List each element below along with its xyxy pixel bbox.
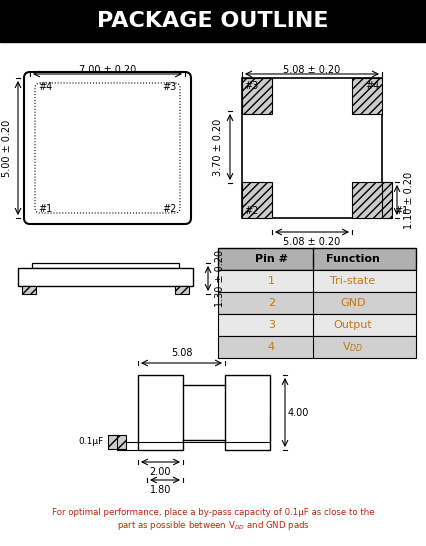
Text: #2: #2: [243, 206, 258, 216]
Bar: [242, 78, 381, 218]
Bar: [218, 314, 415, 336]
Bar: [218, 248, 415, 270]
Text: 1.30 ± 0.20: 1.30 ± 0.20: [215, 250, 225, 306]
Text: 2.00: 2.00: [150, 467, 171, 477]
Text: #1: #1: [38, 204, 52, 214]
Text: 5.00 ± 0.20: 5.00 ± 0.20: [2, 120, 12, 176]
Bar: [108, 435, 126, 449]
Text: #1: #1: [393, 206, 407, 216]
Text: For optimal performance, place a by-pass capacity of 0.1µF as close to the
part : For optimal performance, place a by-pass…: [52, 508, 374, 532]
Bar: [225, 375, 269, 450]
Text: 1.80: 1.80: [150, 485, 171, 495]
Text: 2: 2: [267, 298, 274, 308]
Text: V$_{DD}$: V$_{DD}$: [341, 340, 363, 354]
Text: #3: #3: [162, 82, 177, 92]
Text: PACKAGE OUTLINE: PACKAGE OUTLINE: [97, 11, 328, 31]
Text: #4: #4: [365, 81, 379, 91]
Bar: [351, 182, 391, 218]
Text: #2: #2: [162, 204, 177, 214]
Text: Function: Function: [325, 254, 379, 264]
FancyBboxPatch shape: [24, 72, 190, 224]
Text: GND: GND: [339, 298, 365, 308]
Bar: [381, 182, 393, 218]
Text: 1.10 ± 0.20: 1.10 ± 0.20: [403, 171, 413, 229]
Text: #4: #4: [38, 82, 52, 92]
Text: Tri-state: Tri-state: [329, 276, 374, 286]
Text: 4.00: 4.00: [287, 407, 308, 418]
Text: Pin #: Pin #: [254, 254, 287, 264]
Bar: [22, 286, 36, 294]
Text: 4: 4: [267, 342, 274, 352]
Bar: [242, 78, 271, 114]
Bar: [138, 375, 183, 450]
Bar: [351, 78, 381, 114]
FancyBboxPatch shape: [35, 83, 180, 213]
Text: 3: 3: [268, 320, 274, 330]
Text: 5.08: 5.08: [170, 348, 192, 358]
Text: Output: Output: [332, 320, 371, 330]
Bar: [381, 182, 391, 218]
Bar: [175, 286, 189, 294]
Text: 3.70 ± 0.20: 3.70 ± 0.20: [213, 118, 222, 176]
Bar: [218, 336, 415, 358]
Bar: [0, 0, 426, 42]
Text: 0.1µF: 0.1µF: [78, 437, 104, 447]
Bar: [242, 182, 271, 218]
Bar: [32, 263, 178, 268]
Bar: [218, 270, 415, 292]
Text: 5.08 ± 0.20: 5.08 ± 0.20: [283, 65, 340, 75]
Text: 7.00 ± 0.20: 7.00 ± 0.20: [79, 65, 136, 75]
Bar: [18, 268, 193, 286]
Text: 1: 1: [268, 276, 274, 286]
Bar: [218, 292, 415, 314]
Text: 5.08 ± 0.20: 5.08 ± 0.20: [283, 237, 340, 247]
Text: #3: #3: [243, 81, 258, 91]
